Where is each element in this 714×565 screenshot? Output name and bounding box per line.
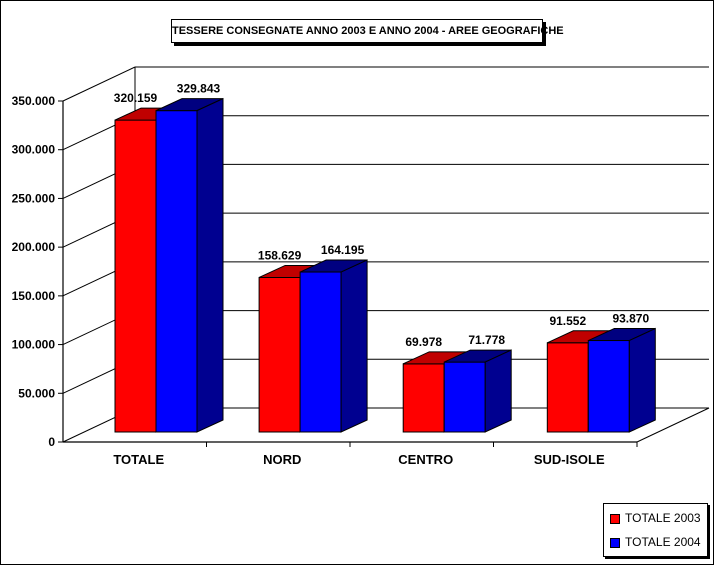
bar-2003 — [402, 363, 445, 433]
x-tick-label: TOTALE — [113, 452, 164, 467]
data-label: 91.552 — [549, 314, 586, 328]
legend-label-2004: TOTALE 2004 — [625, 535, 701, 549]
bar-2004 — [299, 271, 342, 433]
bar-2003 — [258, 276, 301, 433]
data-label: 93.870 — [612, 312, 649, 326]
bar-2004 — [443, 361, 486, 433]
data-label: 329.843 — [177, 82, 221, 96]
y-tick-label: 250.000 — [12, 191, 56, 205]
legend: TOTALE 2003 TOTALE 2004 — [603, 503, 708, 557]
data-label: 69.978 — [405, 335, 442, 349]
bar-2003 — [114, 119, 157, 433]
chart-title: TESSERE CONSEGNATE ANNO 2003 E ANNO 2004… — [171, 19, 564, 43]
legend-label-2003: TOTALE 2003 — [625, 511, 701, 525]
x-tick-label: SUD-ISOLE — [534, 452, 605, 467]
bar-side-face — [196, 97, 224, 433]
y-tick-label: 50.000 — [18, 386, 55, 400]
data-label: 158.629 — [258, 248, 302, 262]
y-tick-label: 150.000 — [12, 289, 56, 303]
y-tick-label: 350.000 — [12, 94, 56, 108]
side-wall-line — [62, 66, 136, 102]
data-label: 164.195 — [321, 243, 365, 257]
bar-2003 — [546, 342, 589, 433]
y-tick-label: 200.000 — [12, 240, 56, 254]
legend-swatch-2004 — [610, 537, 620, 548]
bar-2004 — [587, 340, 630, 433]
legend-item-2003: TOTALE 2003 — [610, 510, 701, 526]
bar-side-face — [340, 259, 368, 433]
data-label: 320.159 — [114, 91, 158, 105]
x-tick-label: NORD — [263, 452, 301, 467]
floor-right-edge — [636, 407, 710, 443]
y-tick-label: 100.000 — [12, 338, 56, 352]
y-tick-label: 300.000 — [12, 143, 56, 157]
bar-2004 — [155, 110, 198, 433]
y-tick-label: 0 — [48, 435, 55, 449]
data-label: 71.778 — [468, 333, 505, 347]
bar-side-face — [628, 327, 656, 433]
legend-swatch-2003 — [610, 513, 620, 524]
x-tick-label: CENTRO — [398, 452, 453, 467]
bar-side-face — [484, 349, 512, 433]
legend-item-2004: TOTALE 2004 — [610, 534, 701, 550]
